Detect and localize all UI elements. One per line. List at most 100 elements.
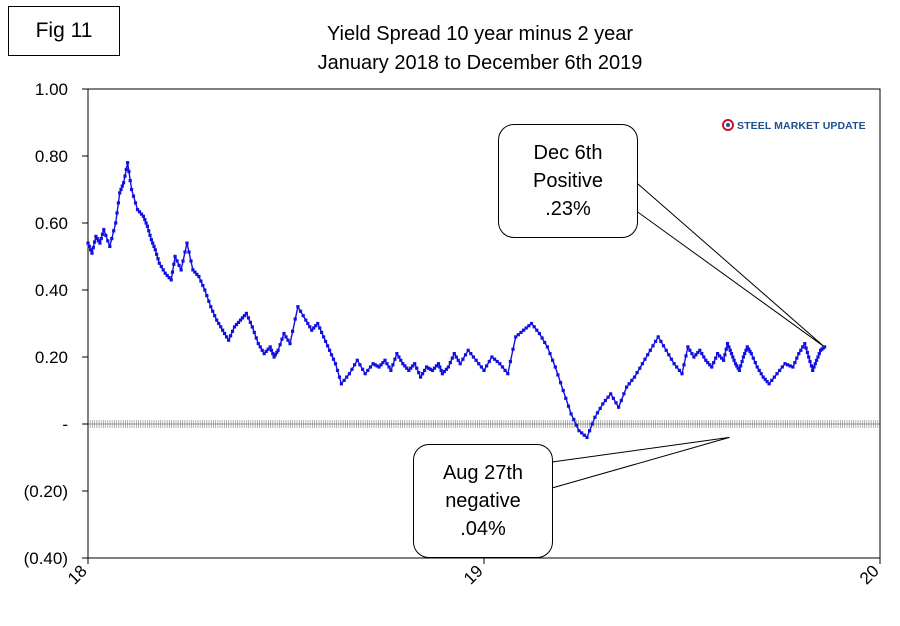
- series-point: [366, 368, 370, 372]
- series-point: [729, 352, 734, 356]
- aug-callout-line-2: negative: [445, 490, 521, 512]
- series-point: [696, 350, 700, 355]
- series-point: [718, 354, 722, 358]
- series-point: [361, 367, 365, 371]
- series-point: [511, 347, 515, 351]
- series-point: [775, 372, 779, 376]
- series-point: [635, 371, 639, 375]
- series-point: [191, 268, 195, 272]
- series-point: [700, 352, 704, 356]
- series-point: [561, 388, 565, 393]
- series-point: [807, 355, 811, 359]
- series-point: [345, 375, 349, 379]
- series-point: [477, 362, 481, 366]
- series-point: [716, 352, 720, 356]
- x-tick-label: 19: [460, 561, 487, 588]
- series-point: [417, 371, 421, 375]
- series-point: [293, 317, 297, 321]
- series-point: [428, 367, 433, 371]
- series-point: [723, 353, 727, 357]
- series-point: [106, 239, 110, 243]
- series-point: [514, 335, 518, 339]
- series-point: [595, 411, 600, 415]
- series-point: [423, 368, 427, 372]
- series-point: [126, 161, 130, 165]
- series-point: [165, 273, 169, 278]
- series-point: [791, 365, 795, 369]
- y-tick-label: 1.00: [35, 80, 68, 99]
- series-point: [786, 363, 790, 367]
- series-point: [258, 345, 262, 349]
- series-point: [817, 352, 821, 356]
- series-point: [116, 201, 120, 205]
- series-point: [813, 362, 817, 366]
- series-point: [551, 358, 555, 362]
- series-point: [128, 179, 132, 183]
- series-point: [799, 348, 803, 352]
- series-point: [112, 229, 116, 233]
- spread-series: [86, 161, 827, 439]
- series-point: [545, 345, 549, 349]
- series-point: [268, 345, 272, 349]
- series-point: [590, 422, 594, 426]
- series-point: [284, 335, 288, 339]
- series-point: [399, 358, 403, 362]
- series-point: [667, 353, 671, 357]
- series-point: [99, 237, 103, 241]
- series-point: [757, 368, 761, 372]
- series-point: [805, 350, 809, 355]
- series-point: [227, 338, 231, 342]
- series-point: [448, 361, 452, 365]
- series-point: [331, 357, 336, 361]
- series-point: [672, 362, 676, 366]
- series-point: [619, 398, 623, 403]
- series-point: [211, 309, 215, 313]
- series-point: [94, 234, 98, 238]
- series-point: [440, 372, 444, 376]
- series-point: [172, 262, 176, 266]
- series-point: [632, 375, 637, 379]
- series-point: [808, 359, 812, 364]
- series-point: [195, 272, 199, 276]
- series-point: [183, 250, 187, 254]
- series-point: [809, 364, 813, 368]
- series-point: [710, 365, 714, 369]
- series-point: [368, 365, 373, 369]
- series-point: [585, 435, 589, 439]
- series-point: [456, 358, 460, 362]
- series-point: [326, 344, 330, 348]
- figure-label-text: Fig 11: [35, 19, 93, 42]
- series-point: [761, 375, 765, 379]
- series-point: [269, 348, 274, 352]
- series-point: [104, 233, 108, 237]
- series-point: [582, 433, 586, 437]
- series-point: [419, 375, 423, 379]
- series-point: [163, 271, 167, 275]
- series-point: [421, 372, 425, 376]
- y-tick-label: 0.60: [35, 214, 68, 233]
- series-point: [409, 366, 413, 370]
- series-point: [322, 335, 326, 339]
- series-point: [780, 365, 784, 369]
- series-point: [260, 348, 264, 352]
- dec-callout-line-2: Positive: [532, 170, 604, 192]
- series-point: [516, 333, 520, 337]
- series-point: [244, 311, 248, 315]
- series-point: [823, 345, 827, 349]
- series-point: [708, 363, 712, 367]
- series-point: [606, 395, 610, 399]
- series-point: [743, 352, 747, 356]
- series-point: [611, 396, 615, 400]
- series-point: [522, 328, 526, 332]
- series-point: [659, 339, 663, 343]
- series-point: [524, 326, 528, 330]
- series-point: [379, 363, 383, 367]
- series-point: [692, 355, 696, 359]
- series-point: [381, 361, 385, 365]
- series-point: [442, 369, 446, 374]
- series-point: [407, 368, 411, 372]
- series-point: [238, 318, 243, 322]
- series-point: [153, 248, 157, 252]
- series-point: [797, 352, 801, 356]
